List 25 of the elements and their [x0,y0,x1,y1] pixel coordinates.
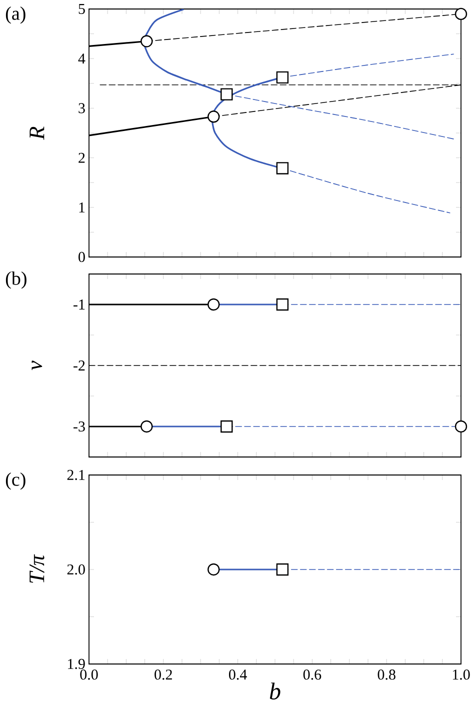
y-tick-label: -3 [74,421,85,432]
x-tick-label: 0.8 [378,670,396,680]
chart-title: (c) [6,472,26,490]
y-tick-label: -1 [74,300,85,310]
x-tick-label: 1.0 [452,670,470,680]
x-tick-label: 0.0 [80,670,98,680]
chart-title: (a) [6,6,26,24]
y-axis-title: T/π [30,554,44,583]
y-axis-title: R [30,126,44,140]
y-tick-label: -2 [74,360,85,370]
y-tick-label: 2.1 [67,470,85,480]
y-tick-label: 3 [78,103,85,114]
x-tick-label: 0.2 [154,670,172,680]
chart-title: (b) [6,272,26,289]
y-tick-label: 4 [78,54,86,64]
y-tick-label: 2 [78,152,85,163]
y-axis-title: ν [32,360,42,370]
y-tick-label: 5 [78,4,85,14]
y-tick-label: 1.9 [68,658,85,670]
x-tick-label: 0.4 [228,670,247,680]
y-tick-label: 0 [78,252,85,262]
x-tick-label: 0.6 [303,670,322,680]
y-tick-label: 2.0 [67,564,85,575]
x-axis-title: b [270,682,280,700]
y-tick-label: 1 [79,202,85,212]
